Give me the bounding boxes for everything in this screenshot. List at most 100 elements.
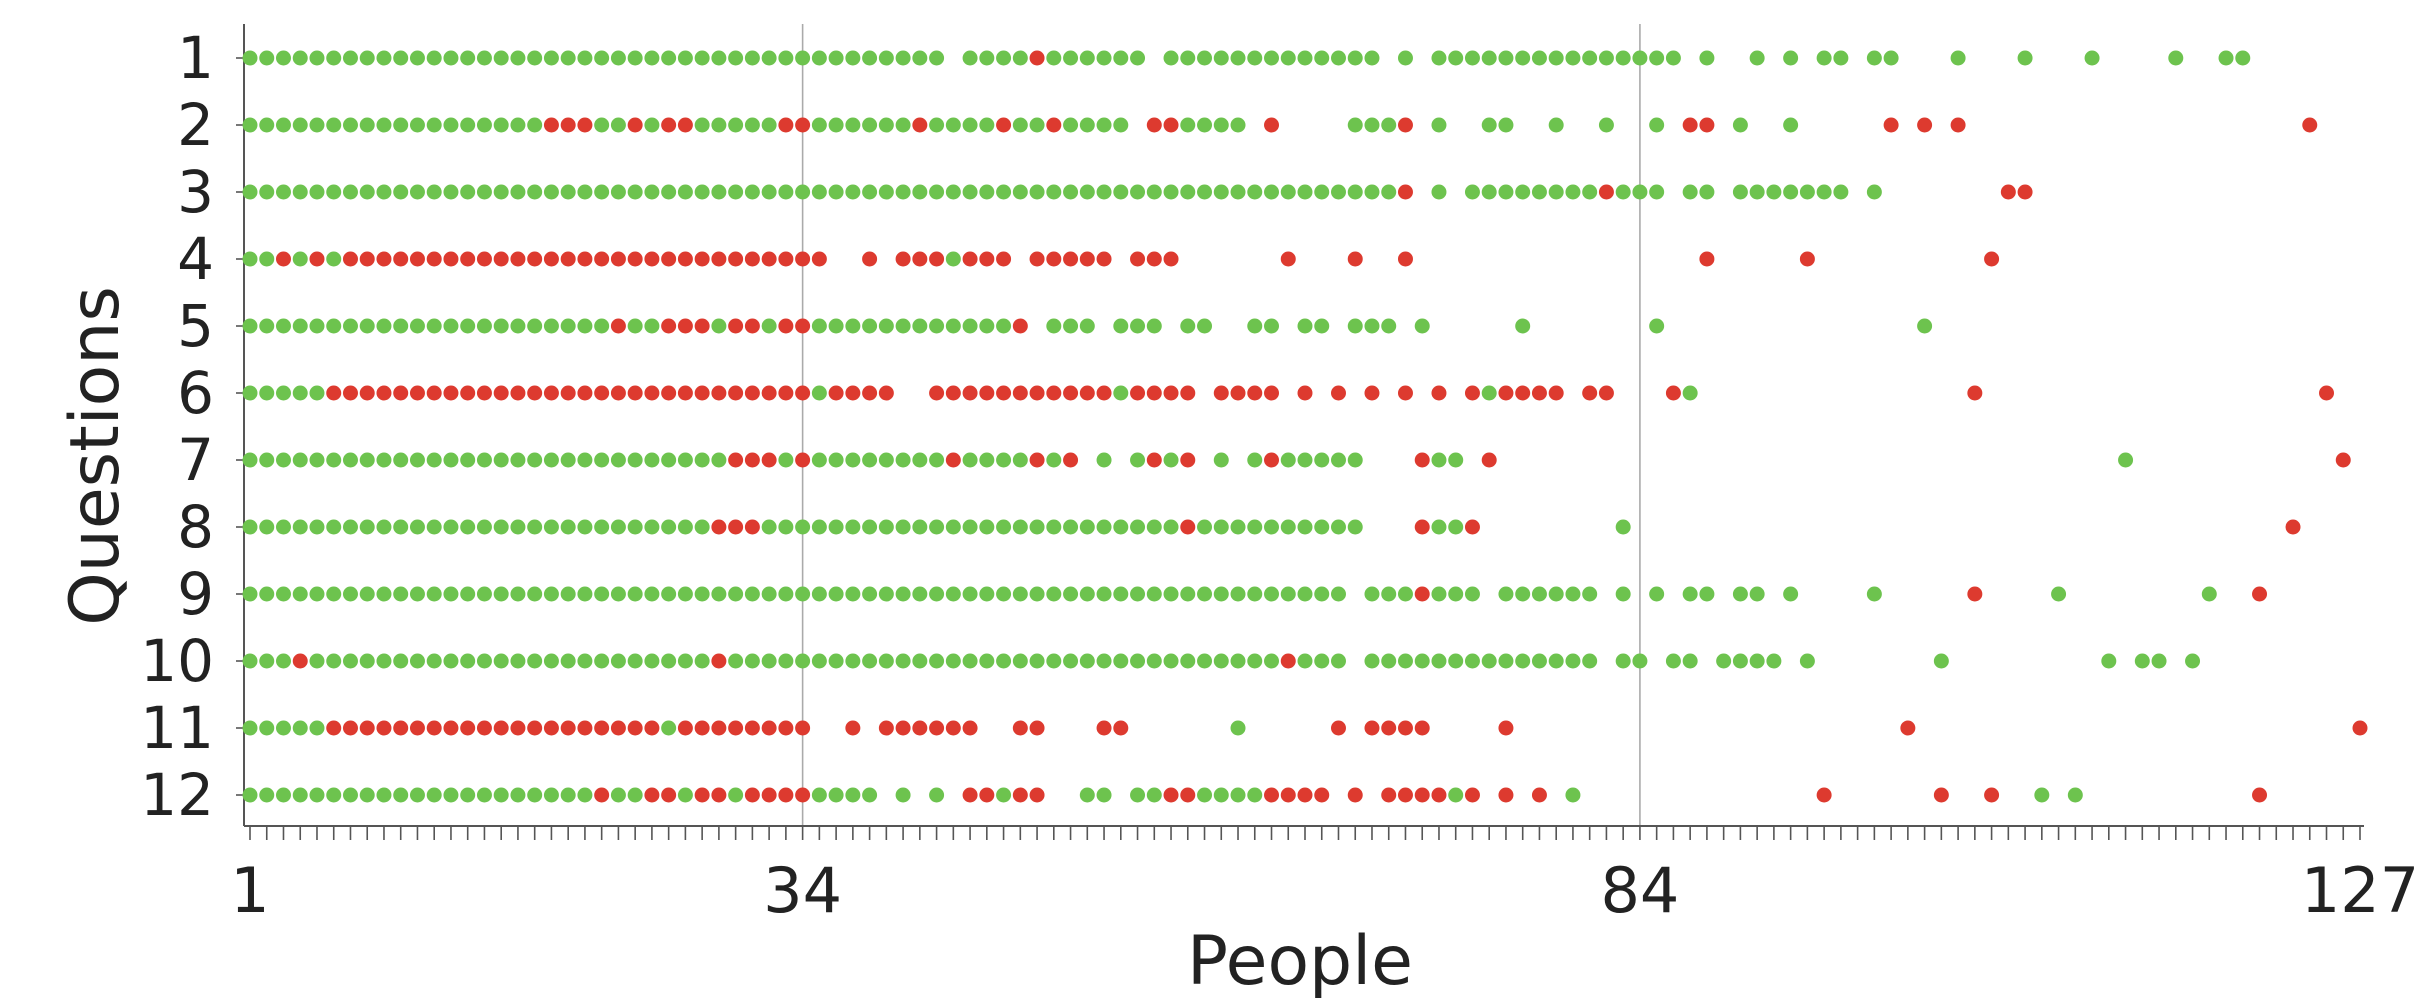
data-point bbox=[1364, 720, 1380, 736]
data-point bbox=[342, 452, 358, 468]
data-point bbox=[644, 452, 660, 468]
data-point bbox=[1699, 184, 1715, 200]
data-point bbox=[661, 787, 677, 803]
data-point bbox=[1096, 184, 1112, 200]
data-point bbox=[1364, 117, 1380, 133]
data-point bbox=[744, 318, 760, 334]
data-point bbox=[761, 787, 777, 803]
data-point bbox=[1548, 184, 1564, 200]
data-point bbox=[510, 653, 526, 669]
data-point bbox=[326, 117, 342, 133]
data-point bbox=[1197, 318, 1213, 334]
data-point bbox=[376, 117, 392, 133]
data-point bbox=[493, 251, 509, 267]
data-point bbox=[895, 318, 911, 334]
data-point bbox=[376, 184, 392, 200]
data-point bbox=[728, 385, 744, 401]
data-point bbox=[945, 720, 961, 736]
data-point bbox=[1883, 117, 1899, 133]
data-point bbox=[577, 318, 593, 334]
data-point bbox=[1984, 787, 2000, 803]
data-point bbox=[560, 385, 576, 401]
data-point bbox=[1063, 586, 1079, 602]
data-point bbox=[1414, 720, 1430, 736]
data-point bbox=[1381, 787, 1397, 803]
data-point bbox=[711, 787, 727, 803]
data-point bbox=[292, 251, 308, 267]
data-point bbox=[376, 720, 392, 736]
data-point bbox=[778, 50, 794, 66]
data-point bbox=[1314, 318, 1330, 334]
data-point bbox=[677, 251, 693, 267]
data-point bbox=[962, 117, 978, 133]
data-point bbox=[1264, 184, 1280, 200]
data-point bbox=[409, 452, 425, 468]
data-point bbox=[644, 184, 660, 200]
data-point bbox=[962, 50, 978, 66]
data-point bbox=[1230, 586, 1246, 602]
data-point bbox=[761, 586, 777, 602]
data-point bbox=[795, 50, 811, 66]
data-point bbox=[1096, 787, 1112, 803]
data-point bbox=[1079, 385, 1095, 401]
data-point bbox=[443, 251, 459, 267]
data-point bbox=[895, 251, 911, 267]
data-point bbox=[1347, 251, 1363, 267]
data-point bbox=[560, 653, 576, 669]
data-point bbox=[1130, 50, 1146, 66]
data-point bbox=[1079, 653, 1095, 669]
data-point bbox=[376, 385, 392, 401]
data-point bbox=[275, 787, 291, 803]
data-point bbox=[527, 251, 543, 267]
data-point bbox=[1264, 653, 1280, 669]
data-point bbox=[594, 385, 610, 401]
data-point bbox=[560, 787, 576, 803]
data-point bbox=[744, 184, 760, 200]
data-point bbox=[594, 519, 610, 535]
data-point bbox=[929, 50, 945, 66]
data-point bbox=[242, 653, 258, 669]
data-point bbox=[979, 653, 995, 669]
data-point bbox=[577, 519, 593, 535]
y-axis bbox=[236, 24, 245, 826]
data-point bbox=[644, 787, 660, 803]
data-point bbox=[326, 586, 342, 602]
data-point bbox=[1866, 586, 1882, 602]
data-point bbox=[1481, 653, 1497, 669]
data-point bbox=[996, 50, 1012, 66]
data-point bbox=[275, 50, 291, 66]
data-point bbox=[761, 117, 777, 133]
data-point bbox=[1548, 653, 1564, 669]
data-point bbox=[1096, 720, 1112, 736]
data-point bbox=[661, 586, 677, 602]
data-point bbox=[1816, 184, 1832, 200]
data-point bbox=[460, 519, 476, 535]
data-point bbox=[778, 184, 794, 200]
data-point bbox=[795, 318, 811, 334]
data-point bbox=[527, 318, 543, 334]
data-point bbox=[677, 586, 693, 602]
data-point bbox=[1113, 184, 1129, 200]
data-point bbox=[1046, 452, 1062, 468]
data-point bbox=[694, 117, 710, 133]
data-point bbox=[309, 318, 325, 334]
data-point bbox=[476, 519, 492, 535]
data-point bbox=[744, 385, 760, 401]
data-point bbox=[510, 318, 526, 334]
data-point bbox=[1749, 586, 1765, 602]
data-point bbox=[1029, 117, 1045, 133]
data-point bbox=[610, 452, 626, 468]
data-point bbox=[359, 318, 375, 334]
data-point bbox=[845, 720, 861, 736]
data-point bbox=[560, 452, 576, 468]
data-point bbox=[761, 50, 777, 66]
data-point bbox=[342, 117, 358, 133]
data-point bbox=[1665, 385, 1681, 401]
data-point bbox=[895, 653, 911, 669]
data-point bbox=[259, 519, 275, 535]
data-point bbox=[275, 720, 291, 736]
data-point bbox=[1079, 586, 1095, 602]
data-point bbox=[376, 586, 392, 602]
data-point bbox=[309, 720, 325, 736]
data-point bbox=[979, 787, 995, 803]
